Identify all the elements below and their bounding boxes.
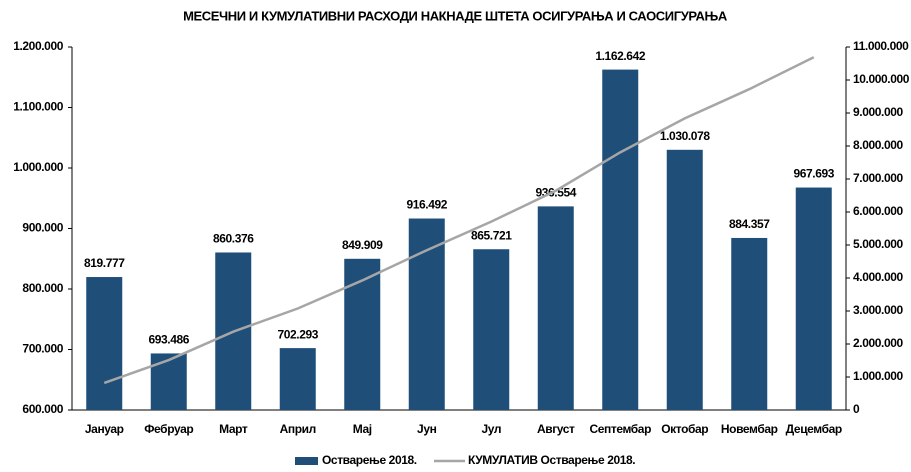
x-tick-label: Август (537, 422, 575, 436)
bar (344, 258, 381, 410)
bar (408, 218, 445, 410)
data-label: 693.486 (148, 333, 189, 347)
bar (537, 206, 574, 410)
y2-tick-label: 2.000.000 (853, 336, 904, 350)
x-tick-label: Јануар (85, 422, 124, 436)
y2-tick-label: 7.000.000 (853, 171, 904, 185)
x-tick-label: Јун (417, 422, 437, 436)
bar (279, 348, 316, 410)
data-label: 884.357 (729, 217, 770, 231)
data-label: 860.376 (213, 232, 254, 246)
line (103, 56, 815, 385)
bar (666, 149, 703, 411)
y2-tick-label: 1.000.000 (853, 369, 904, 383)
y-tick-label: 800.000 (22, 281, 63, 295)
x-tick-label: Новембар (721, 422, 778, 436)
data-label: 916.492 (406, 198, 447, 212)
bar (86, 277, 123, 410)
y2-tick-label: 11.000.000 (853, 39, 909, 53)
x-tick-label: Фебруар (144, 422, 193, 436)
x-tick-label: Октобар (661, 422, 708, 436)
legend-label: Остварење 2018. (322, 453, 417, 467)
x-tick-label: Јул (481, 422, 501, 436)
data-label: 865.721 (471, 228, 512, 242)
y2-tick-label: 0 (853, 402, 860, 416)
data-label: 819.777 (84, 256, 125, 270)
data-label: 967.693 (793, 167, 834, 181)
legend-marker (295, 457, 318, 465)
chart-title: МЕСЕЧНИ И КУМУЛАТИВНИ РАСХОДИ НАКНАДЕ ШТ… (183, 8, 728, 23)
y2-tick-label: 10.000.000 (853, 72, 910, 86)
bar (795, 187, 832, 410)
x-tick-label: Децембар (786, 422, 842, 436)
y2-tick-label: 4.000.000 (853, 270, 904, 284)
x-tick-label: Септембар (589, 422, 651, 436)
data-label: 1.162.642 (595, 49, 646, 63)
data-label: 849.909 (342, 238, 383, 252)
bar (731, 237, 768, 410)
bar (602, 69, 639, 410)
y2-tick-label: 5.000.000 (853, 237, 904, 251)
y-tick-label: 900.000 (22, 221, 63, 235)
bar (150, 353, 187, 410)
y-tick-label: 600.000 (22, 402, 63, 416)
x-tick-label: Мај (353, 422, 372, 436)
y-tick-label: 1.100.000 (13, 100, 64, 114)
y-tick-label: 700.000 (22, 342, 63, 356)
y-tick-label: 1.000.000 (13, 160, 64, 174)
y2-tick-label: 3.000.000 (853, 303, 904, 317)
y-tick-label: 1.200.000 (13, 39, 64, 53)
y2-tick-label: 8.000.000 (853, 138, 904, 152)
bar (473, 249, 510, 410)
legend-label: КУМУЛАТИВ Остварење 2018. (468, 453, 635, 467)
data-label: 1.030.078 (660, 129, 711, 143)
y2-tick-label: 6.000.000 (853, 204, 904, 218)
data-label: 702.293 (277, 327, 318, 341)
x-tick-label: Март (219, 422, 248, 436)
y2-tick-label: 9.000.000 (853, 105, 904, 119)
x-tick-label: Април (280, 422, 316, 436)
